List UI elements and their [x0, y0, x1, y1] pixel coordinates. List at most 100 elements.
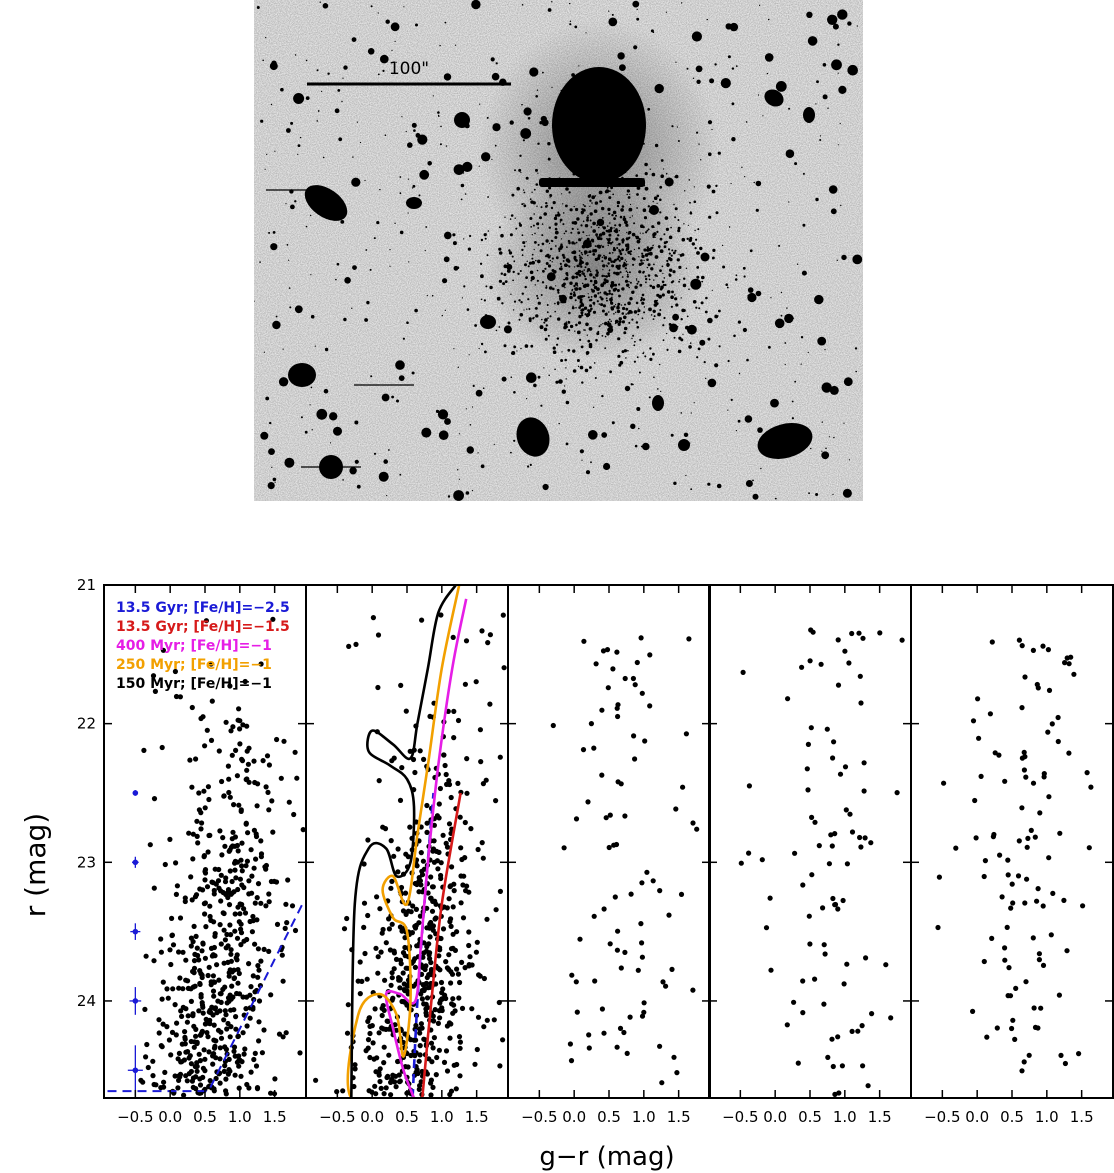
field-star	[555, 380, 559, 384]
field-star	[549, 197, 551, 199]
star-point	[263, 903, 269, 909]
star-point	[412, 769, 418, 776]
star-point	[392, 1079, 398, 1085]
resolved-star	[621, 312, 625, 315]
star-point	[451, 888, 457, 894]
y-axis-label: r (mag)	[19, 813, 52, 917]
star-point	[180, 986, 186, 992]
field-star	[800, 336, 804, 339]
star-point	[818, 661, 824, 667]
field-star	[460, 183, 465, 188]
field-star	[394, 40, 396, 43]
star-point	[450, 1010, 456, 1016]
legend: 13.5 Gyr; [Fe/H]=−2.513.5 Gyr; [Fe/H]=−1…	[116, 600, 290, 692]
star-point	[1019, 805, 1025, 811]
star-point	[341, 926, 348, 932]
star-point	[477, 973, 483, 979]
resolved-star	[677, 140, 680, 142]
background-galaxy	[649, 205, 659, 215]
star-point	[379, 930, 385, 936]
star-point	[188, 998, 194, 1004]
field-star	[731, 137, 736, 142]
resolved-star	[495, 329, 498, 332]
resolved-star	[625, 223, 629, 227]
star-point	[466, 962, 472, 968]
star-point	[268, 992, 274, 998]
resolved-star	[592, 248, 594, 250]
field-star	[310, 314, 315, 319]
field-star	[784, 363, 786, 366]
star-point	[226, 902, 233, 908]
star-point	[161, 1079, 167, 1085]
resolved-star	[604, 321, 608, 326]
star-point	[458, 873, 464, 879]
star-point	[1038, 1005, 1044, 1011]
field-star	[453, 164, 465, 176]
star-point	[212, 953, 218, 959]
star-point	[428, 874, 434, 880]
field-star	[788, 201, 790, 203]
resolved-star	[589, 366, 592, 369]
star-point	[835, 637, 841, 643]
star-point	[984, 1034, 990, 1040]
star-point	[671, 1054, 677, 1060]
field-star	[479, 103, 481, 105]
resolved-star	[598, 325, 601, 328]
star-point	[367, 1054, 373, 1061]
field-star	[344, 277, 351, 284]
star-point	[473, 679, 479, 685]
star-point	[246, 878, 252, 884]
resolved-star	[540, 206, 543, 209]
star-point	[202, 743, 208, 749]
resolved-star	[551, 261, 553, 263]
star-point	[820, 905, 826, 911]
field-star	[752, 493, 759, 500]
resolved-star	[587, 293, 589, 295]
field-star	[506, 264, 513, 270]
star-point	[204, 884, 211, 890]
star-point	[233, 747, 239, 753]
resolved-star	[588, 234, 590, 236]
star-point	[436, 1008, 442, 1014]
star-point	[159, 744, 165, 751]
star-point	[479, 628, 485, 634]
star-point	[214, 962, 220, 968]
resolved-star	[504, 216, 506, 218]
field-star	[403, 6, 405, 8]
resolved-star	[661, 293, 665, 297]
resolved-star	[607, 274, 611, 278]
star-point	[407, 824, 413, 830]
star-point	[162, 861, 168, 868]
resolved-star	[500, 272, 503, 275]
star-point	[219, 852, 225, 858]
field-star	[475, 389, 483, 397]
star-point	[218, 872, 224, 878]
resolved-star	[606, 331, 610, 336]
star-point	[239, 758, 246, 764]
star-point	[441, 1059, 448, 1065]
resolved-star	[607, 238, 610, 240]
resolved-star	[595, 277, 597, 279]
star-point	[457, 1073, 463, 1079]
resolved-star	[619, 252, 623, 256]
resolved-star	[496, 296, 501, 301]
resolved-star	[568, 191, 571, 194]
star-point	[421, 1001, 427, 1007]
star-point	[464, 756, 470, 762]
field-star	[369, 268, 372, 271]
resolved-star	[633, 248, 635, 251]
field-star	[437, 111, 440, 114]
star-point	[379, 1012, 385, 1019]
star-point	[1024, 876, 1030, 882]
star-point	[746, 783, 753, 789]
field-star	[399, 176, 402, 178]
field-star	[814, 294, 824, 305]
resolved-star	[717, 315, 719, 317]
resolved-star	[587, 296, 590, 299]
resolved-star	[589, 279, 593, 283]
field-star	[802, 172, 805, 175]
background-galaxy	[516, 417, 550, 457]
resolved-star	[592, 253, 596, 256]
field-star	[335, 278, 337, 281]
resolved-star	[547, 334, 550, 337]
